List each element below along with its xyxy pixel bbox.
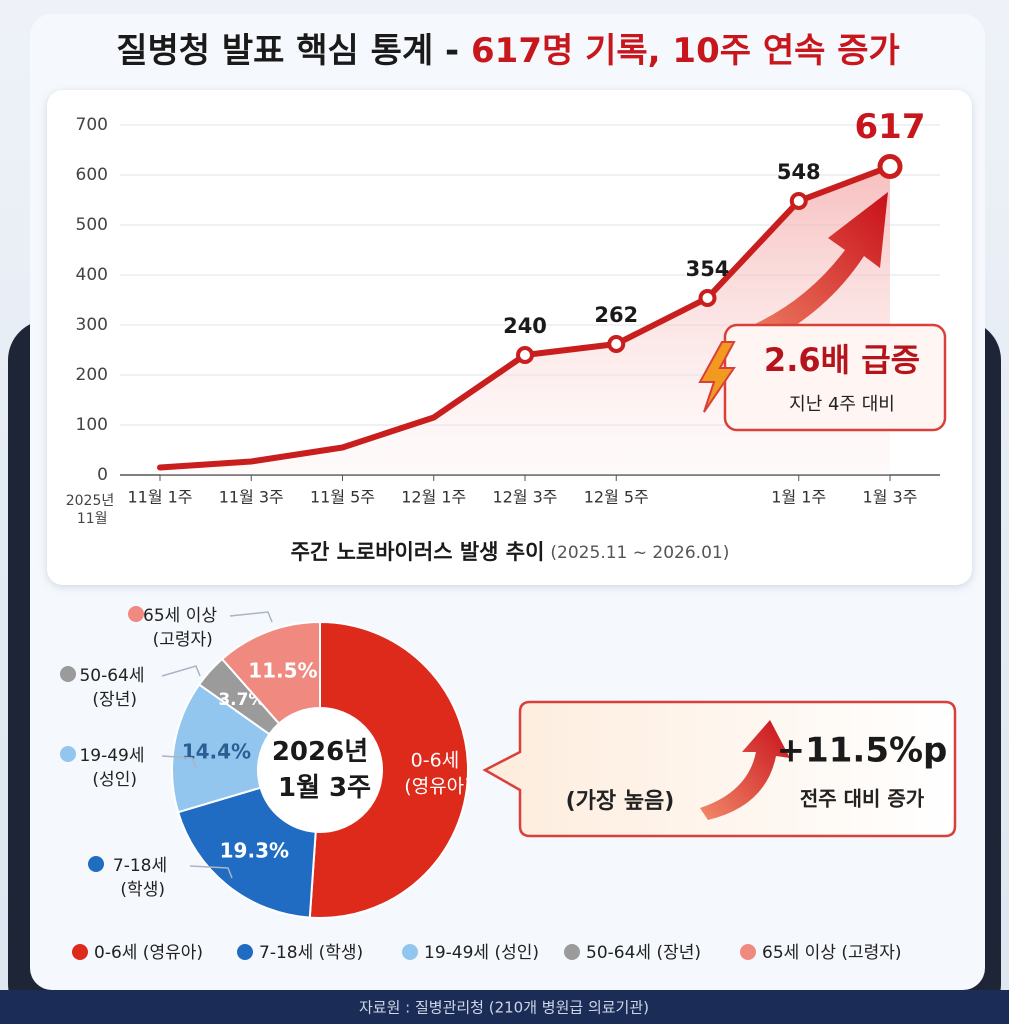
area <box>160 166 890 475</box>
legend-label: 50-64세 (장년) <box>586 943 701 963</box>
leader-line <box>161 665 201 677</box>
y-tick-label: 500 <box>76 215 108 235</box>
legend-label: 7-18세 (학생) <box>259 943 363 963</box>
x-tick-label: 11월 1주 <box>127 488 192 507</box>
callout-change: +11.5%p <box>777 731 948 771</box>
callout-change-note: 전주 대비 증가 <box>800 787 925 811</box>
person-icon <box>60 666 76 682</box>
point <box>698 289 717 307</box>
y-tick-label: 100 <box>76 415 108 435</box>
point <box>516 346 534 364</box>
y-tick-label: 700 <box>76 115 108 135</box>
leader-line <box>189 865 233 879</box>
x-start-label: 2025년 11월 <box>66 493 115 527</box>
y-tick-label: 600 <box>76 165 108 185</box>
x-tick-label: 1월 1주 <box>771 488 826 507</box>
person-icon <box>88 856 104 872</box>
callout-note: (가장 높음) <box>566 789 675 814</box>
donut-hole <box>258 708 382 832</box>
slice-value-label: 19.3% <box>220 838 289 862</box>
x-tick-label: 11월 3주 <box>219 488 284 507</box>
footer-band <box>0 990 1009 1024</box>
y-tick-label: 0 <box>97 465 108 485</box>
person-icon <box>128 606 144 622</box>
data-label: 262 <box>594 303 638 327</box>
rise-arrow <box>728 192 888 352</box>
legend-swatch <box>72 944 88 960</box>
callout-box <box>482 700 957 838</box>
legend-label: 0-6세 (영유아) <box>94 943 203 963</box>
donut-chart: 0-6세 (영유아)51.1%19.3%7-18세 (학생)14.4%19-49… <box>60 606 902 963</box>
point <box>877 154 903 179</box>
point <box>607 335 626 353</box>
title-main: 질병청 발표 핵심 통계 - <box>116 31 471 71</box>
x-tick-label: 12월 1주 <box>401 488 466 507</box>
slice-value-label: 11.5% <box>248 658 317 682</box>
x-tick-label: 1월 3주 <box>863 488 918 507</box>
data-label: 354 <box>686 257 730 281</box>
page-title: 질병청 발표 핵심 통계 - 617명 기록, 10주 연속 증가 <box>116 31 900 71</box>
person-icon <box>60 746 76 762</box>
legend-swatch <box>564 944 580 960</box>
data-label-highlight: 617 <box>855 107 926 147</box>
y-tick-label: 400 <box>76 265 108 285</box>
line-chart: 0 100 200 300 400 500 600 700 11월 1주 11월 3주 11월 5주… <box>66 107 940 564</box>
title-highlight: 617명 기록, 10주 연속 증가 <box>471 31 900 71</box>
leader-line <box>229 611 273 623</box>
center-label: 2026년 1월 3주 <box>269 737 371 803</box>
annotation-title: 2.6배 급증 <box>764 341 920 379</box>
x-tick-label: 11월 5주 <box>310 488 375 507</box>
y-tick-label: 200 <box>76 365 108 385</box>
x-axis-title-note: (2025.11 ~ 2026.01) <box>550 543 729 563</box>
legend-label: 65세 이상 (고령자) <box>762 943 902 963</box>
x-axis-title: 주간 노로바이러스 발생 추이 (2025.11 ~ 2026.01) <box>291 540 730 564</box>
outer-label: 19-49세 (성인) <box>79 746 144 790</box>
x-tick-label: 12월 5주 <box>584 488 649 507</box>
point <box>789 192 808 210</box>
footer-source: 자료원 : 질병관리청 (210개 병원급 의료기관) <box>359 999 649 1017</box>
leader-line <box>161 755 197 769</box>
legend-label: 19-49세 (성인) <box>424 943 539 963</box>
legend-swatch <box>402 944 418 960</box>
y-tick-label: 300 <box>76 315 108 335</box>
data-label: 240 <box>503 314 547 338</box>
data-label: 548 <box>777 160 821 184</box>
outer-label: 50-64세 (장년) <box>79 666 144 710</box>
x-tick-label: 12월 3주 <box>492 488 557 507</box>
lightning-icon <box>698 341 736 413</box>
legend-swatch <box>740 944 756 960</box>
callout-arrow <box>700 720 790 820</box>
outer-label: 7-18세 (학생) <box>113 856 167 900</box>
legend-swatch <box>237 944 253 960</box>
slice-name: 0-6세 (영유아) <box>398 749 471 797</box>
x-axis-title-main: 주간 노로바이러스 발생 추이 <box>291 540 545 564</box>
outer-label: 65세 이상 (고령자) <box>143 606 217 650</box>
annotation-subtitle: 지난 4주 대비 <box>789 394 895 415</box>
